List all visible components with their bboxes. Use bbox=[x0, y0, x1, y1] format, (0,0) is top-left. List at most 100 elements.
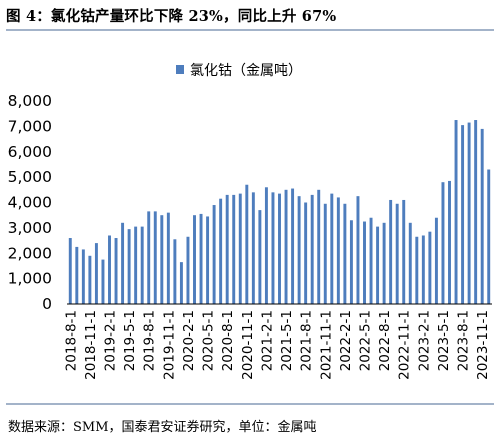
x-tick-label: 2020-11-1 bbox=[240, 310, 256, 380]
bar bbox=[134, 226, 138, 304]
x-tick-label: 2020-5-1 bbox=[201, 310, 217, 371]
bar bbox=[284, 189, 288, 304]
bar bbox=[323, 203, 327, 304]
x-tick-label: 2022-2-1 bbox=[338, 310, 354, 371]
x-tick-label: 2021-8-1 bbox=[299, 310, 315, 371]
bar bbox=[441, 182, 445, 304]
bar bbox=[238, 193, 242, 304]
bar bbox=[428, 231, 432, 304]
bar bbox=[382, 222, 386, 304]
x-tick-label: 2021-2-1 bbox=[259, 310, 275, 371]
bar bbox=[121, 222, 125, 304]
bar bbox=[343, 203, 347, 304]
bar bbox=[402, 199, 406, 304]
bar bbox=[434, 217, 438, 304]
y-tick-label: 4,000 bbox=[8, 194, 52, 212]
bar bbox=[330, 193, 334, 304]
bar bbox=[349, 220, 353, 304]
bar bbox=[363, 221, 366, 304]
chart-legend: 氯化钴（金属吨） bbox=[176, 63, 302, 79]
bar bbox=[75, 246, 79, 304]
legend-label: 氯化钴（金属吨） bbox=[190, 63, 302, 79]
x-tick-label: 2023-2-1 bbox=[416, 310, 432, 371]
bar bbox=[448, 180, 451, 304]
y-tick-label: 8,000 bbox=[8, 92, 52, 110]
source-note: 数据来源：SMM，国泰君安证券研究，单位：金属吨 bbox=[8, 420, 317, 435]
bar bbox=[147, 211, 151, 304]
bar bbox=[304, 202, 308, 304]
bar bbox=[258, 210, 262, 304]
bar bbox=[127, 229, 131, 304]
bar bbox=[108, 235, 111, 304]
bar bbox=[160, 215, 164, 304]
bar bbox=[317, 189, 321, 304]
bar bbox=[369, 217, 373, 304]
bar bbox=[461, 125, 465, 304]
x-tick-label: 2022-5-1 bbox=[358, 310, 374, 371]
bar bbox=[474, 120, 478, 304]
y-tick-label: 0 bbox=[42, 295, 52, 313]
bar bbox=[271, 192, 275, 304]
x-tick-label: 2019-11-1 bbox=[161, 310, 177, 380]
x-tick-label: 2023-5-1 bbox=[436, 310, 452, 371]
bar bbox=[206, 216, 210, 304]
source-rule bbox=[6, 403, 494, 405]
bar bbox=[166, 212, 170, 304]
bar bbox=[336, 197, 340, 304]
x-tick-label: 2019-5-1 bbox=[122, 310, 138, 371]
bar bbox=[408, 222, 412, 304]
bar bbox=[278, 193, 281, 304]
bar bbox=[421, 235, 425, 304]
bar bbox=[68, 238, 72, 304]
bar bbox=[487, 169, 491, 304]
bar bbox=[114, 238, 118, 304]
bar bbox=[264, 187, 268, 304]
bar bbox=[219, 198, 223, 304]
bar bbox=[310, 194, 314, 304]
bar bbox=[454, 120, 458, 304]
bar bbox=[232, 194, 236, 304]
bar bbox=[101, 259, 105, 304]
x-tick-label: 2023-11-1 bbox=[475, 310, 491, 380]
bar bbox=[467, 122, 471, 304]
y-tick-label: 3,000 bbox=[8, 219, 52, 237]
x-tick-label: 2020-8-1 bbox=[220, 310, 236, 371]
figure-title: 图 4：氯化钴产量环比下降 23%，同比上升 67% bbox=[6, 8, 337, 25]
bar bbox=[376, 226, 380, 304]
y-tick-label: 6,000 bbox=[8, 143, 52, 161]
bar bbox=[297, 196, 301, 304]
bar bbox=[140, 226, 144, 304]
y-tick-label: 5,000 bbox=[8, 168, 52, 186]
bar bbox=[173, 239, 177, 304]
bar bbox=[81, 249, 85, 304]
x-tick-label: 2019-2-1 bbox=[103, 310, 119, 371]
x-tick-label: 2021-5-1 bbox=[279, 310, 295, 371]
bar bbox=[245, 184, 249, 304]
y-tick-label: 1,000 bbox=[8, 270, 52, 288]
bar bbox=[225, 194, 229, 304]
bar bbox=[212, 205, 216, 304]
x-tick-label: 2019-8-1 bbox=[142, 310, 158, 371]
x-tick-label: 2018-11-1 bbox=[83, 310, 99, 380]
bar bbox=[415, 236, 419, 304]
bar bbox=[94, 243, 98, 304]
bar bbox=[251, 192, 255, 304]
x-tick-label: 2023-8-1 bbox=[456, 310, 472, 371]
bar bbox=[389, 199, 393, 304]
x-tick-label: 2021-11-1 bbox=[318, 310, 334, 380]
x-tick-label: 2022-11-1 bbox=[397, 310, 413, 380]
bar bbox=[395, 203, 399, 304]
y-tick-label: 7,000 bbox=[8, 117, 52, 135]
y-tick-label: 2,000 bbox=[8, 244, 52, 262]
bar bbox=[179, 262, 183, 304]
x-tick-label: 2022-8-1 bbox=[377, 310, 393, 371]
bar bbox=[480, 128, 484, 304]
bar bbox=[193, 215, 196, 304]
bar bbox=[199, 213, 203, 304]
bar bbox=[186, 236, 190, 304]
x-tick-label: 2020-2-1 bbox=[181, 310, 197, 371]
legend-swatch bbox=[176, 65, 184, 74]
x-tick-label: 2018-8-1 bbox=[63, 310, 79, 371]
title-rule bbox=[6, 29, 494, 31]
